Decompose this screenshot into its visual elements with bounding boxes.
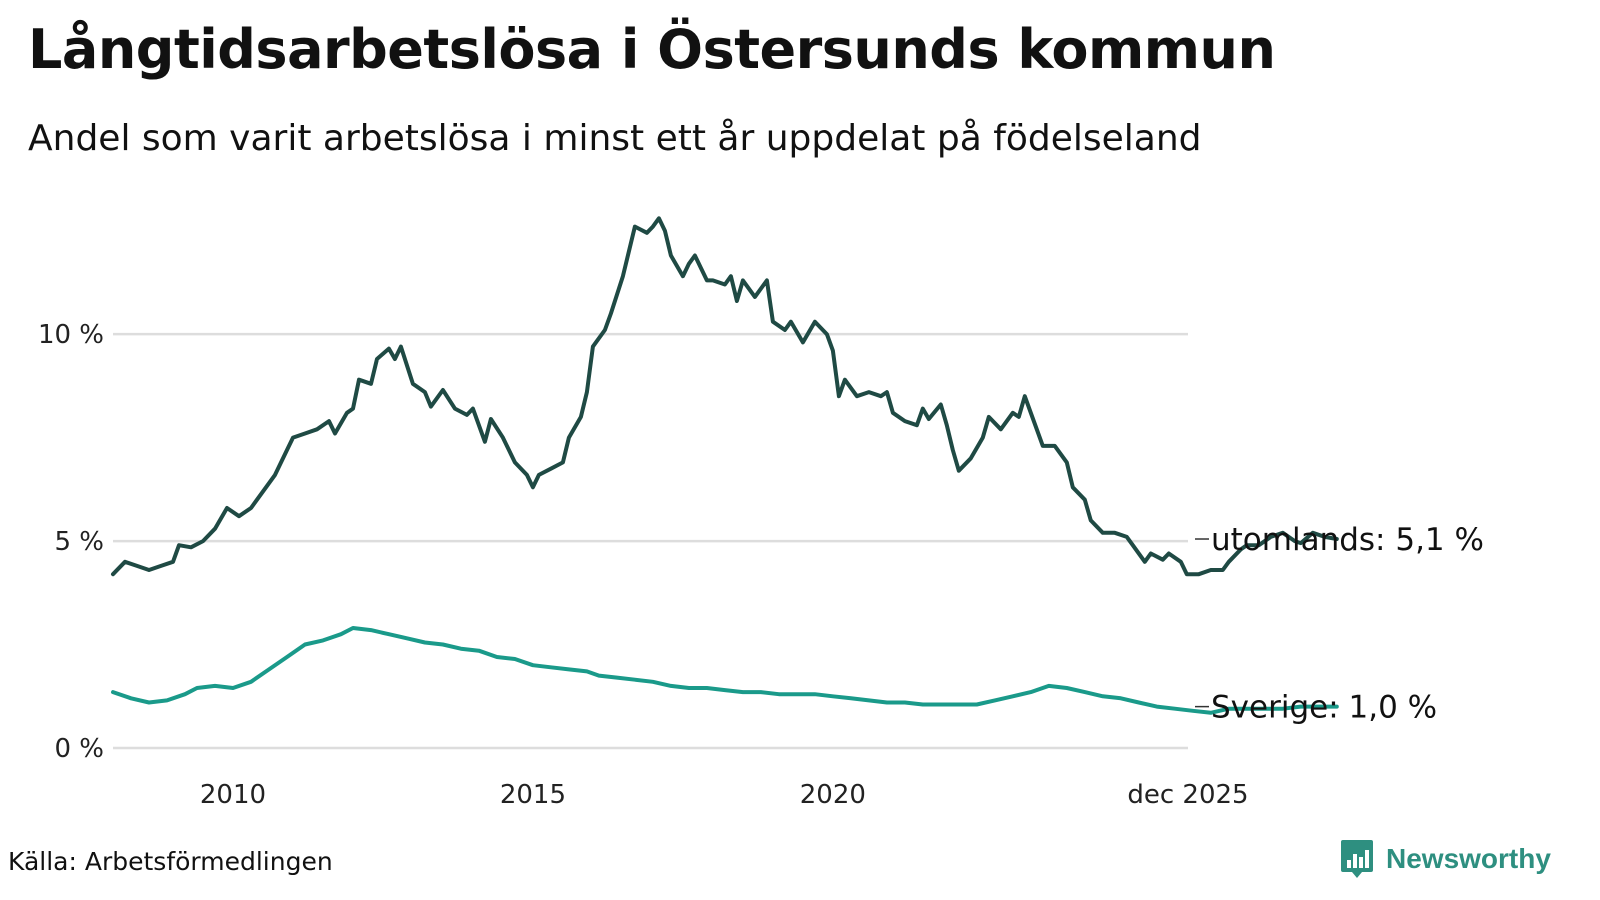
series-lines <box>111 216 1339 715</box>
y-tick-label: 0 % <box>54 734 104 764</box>
x-axis-ticks: 2010 2015 2020 dec 2025 <box>200 780 1249 810</box>
y-tick-label: 10 % <box>38 320 104 350</box>
chart-title: Långtidsarbetslösa i Östersunds kommun <box>28 18 1276 81</box>
x-tick-label: 2010 <box>200 780 266 810</box>
x-tick-label: 2015 <box>500 780 566 810</box>
chart-subtitle: Andel som varit arbetslösa i minst ett å… <box>28 118 1202 159</box>
series-line-sverige <box>111 626 1339 715</box>
x-tick-label: dec 2025 <box>1127 780 1248 810</box>
brand-logo[interactable]: Newsworthy <box>1340 838 1551 880</box>
y-tick-label: 5 % <box>54 527 104 557</box>
brand-name: Newsworthy <box>1386 843 1551 874</box>
grid-lines <box>113 332 1188 750</box>
series-end-labels: utomlands: 5,1 % Sverige: 1,0 % <box>1195 522 1484 726</box>
source-note: Källa: Arbetsförmedlingen <box>8 847 333 876</box>
end-label-sverige: Sverige: 1,0 % <box>1211 690 1437 726</box>
x-tick-label: 2020 <box>800 780 866 810</box>
end-label-utomlands: utomlands: 5,1 % <box>1211 522 1484 558</box>
y-axis-ticks: 0 % 5 % 10 % <box>38 320 104 764</box>
newsworthy-logo-icon <box>1341 840 1373 878</box>
series-line-utomlands <box>111 216 1339 577</box>
